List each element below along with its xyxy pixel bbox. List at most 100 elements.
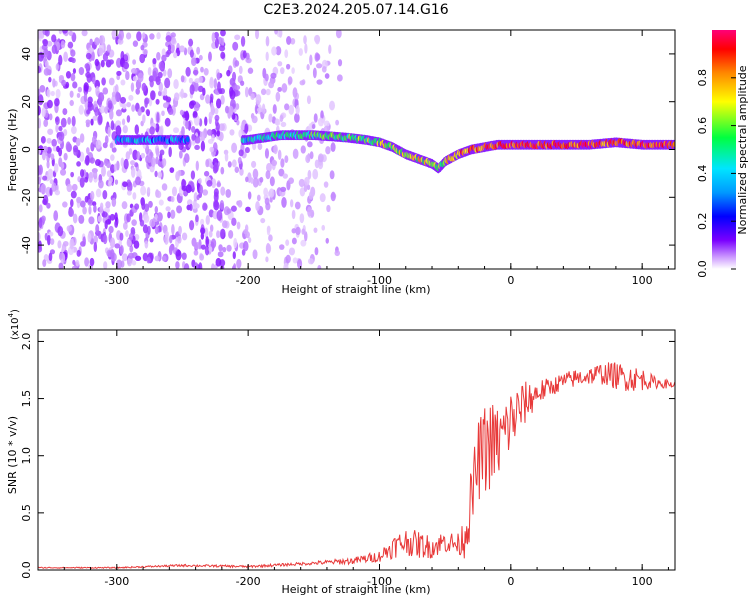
noise-speck xyxy=(125,70,130,81)
noise-speck xyxy=(46,202,51,209)
noise-speck xyxy=(43,48,49,58)
snr-frame xyxy=(37,329,676,571)
noise-speck xyxy=(305,154,311,164)
noise-speck xyxy=(88,47,94,53)
noise-speck xyxy=(56,145,60,153)
noise-speck xyxy=(297,258,303,269)
noise-speck xyxy=(208,230,213,238)
noise-speck xyxy=(264,73,269,82)
noise-speck xyxy=(286,36,292,45)
noise-speck xyxy=(142,224,149,234)
noise-speck xyxy=(111,197,117,207)
noise-speck xyxy=(312,168,319,180)
noise-speck xyxy=(287,76,293,85)
noise-speck xyxy=(102,142,108,149)
noise-speck xyxy=(88,171,93,183)
noise-speck xyxy=(323,181,329,188)
noise-speck xyxy=(330,191,336,202)
noise-speck xyxy=(38,51,44,62)
noise-speck xyxy=(191,133,196,142)
noise-speck xyxy=(149,79,154,88)
noise-speck xyxy=(98,47,104,56)
noise-speck xyxy=(233,263,237,269)
noise-speck xyxy=(330,142,336,153)
noise-speck xyxy=(95,139,102,149)
noise-speck xyxy=(192,201,198,210)
x-tick-label: -200 xyxy=(236,575,261,588)
noise-speck xyxy=(320,110,324,120)
noise-speck xyxy=(102,234,108,245)
noise-speck xyxy=(70,190,77,199)
noise-speck xyxy=(247,237,252,243)
noise-speck xyxy=(168,146,172,158)
noise-speck xyxy=(55,123,59,133)
noise-speck xyxy=(46,160,50,169)
noise-speck xyxy=(278,30,283,38)
noise-speck xyxy=(170,209,176,219)
noise-speck xyxy=(141,200,146,211)
noise-speck xyxy=(170,196,175,203)
noise-speck xyxy=(244,123,249,134)
noise-speck xyxy=(38,88,41,97)
noise-speck xyxy=(285,254,291,264)
noise-speck xyxy=(62,201,68,208)
noise-speck xyxy=(71,115,76,127)
noise-speck xyxy=(232,41,239,51)
noise-speck xyxy=(105,201,111,209)
x-tick-label: -300 xyxy=(104,575,129,588)
noise-speck xyxy=(198,262,203,269)
noise-speck xyxy=(200,218,205,226)
y-tick-label: 0.5 xyxy=(20,504,33,522)
noise-speck xyxy=(110,249,115,260)
noise-speck xyxy=(266,162,272,173)
noise-speck xyxy=(215,122,220,131)
noise-speck xyxy=(65,70,72,79)
noise-speck xyxy=(54,189,61,196)
noise-speck xyxy=(204,116,208,127)
noise-speck xyxy=(205,215,210,226)
noise-speck xyxy=(72,213,78,224)
noise-speck xyxy=(130,68,138,74)
noise-speck xyxy=(38,105,41,116)
y-tick-label: 2.0 xyxy=(20,333,33,351)
noise-speck xyxy=(167,68,173,79)
noise-speck xyxy=(126,213,131,223)
colorbar-label: Normalized spectral amplitude xyxy=(736,65,749,234)
noise-speck xyxy=(271,159,278,167)
noise-speck xyxy=(205,236,209,247)
noise-speck xyxy=(306,184,311,191)
noise-speck xyxy=(169,167,175,173)
noise-speck xyxy=(313,227,318,233)
noise-speck xyxy=(255,94,262,105)
noise-speck xyxy=(91,135,97,145)
noise-speck xyxy=(156,111,160,123)
noise-speck xyxy=(101,211,108,218)
figure-title: C2E3.2024.205.07.14.G16 xyxy=(263,2,448,18)
noise-speck xyxy=(162,102,169,109)
noise-speck xyxy=(51,44,58,55)
noise-speck xyxy=(163,87,168,97)
noise-speck xyxy=(136,31,142,42)
noise-speck xyxy=(196,46,201,55)
noise-speck xyxy=(137,72,144,83)
noise-speck xyxy=(173,78,179,90)
noise-speck xyxy=(215,98,222,109)
noise-speck xyxy=(57,225,64,237)
noise-speck xyxy=(94,106,99,117)
noise-speck xyxy=(70,49,76,57)
noise-speck xyxy=(142,32,146,39)
noise-speck xyxy=(161,54,167,62)
noise-speck xyxy=(220,30,226,37)
noise-speck xyxy=(299,213,305,224)
noise-speck xyxy=(104,106,109,114)
noise-speck xyxy=(123,54,128,61)
noise-speck xyxy=(171,223,175,235)
noise-speck xyxy=(152,70,157,82)
noise-speck xyxy=(158,199,164,206)
noise-speck xyxy=(70,199,74,208)
noise-speck xyxy=(115,125,122,137)
noise-speck xyxy=(125,32,132,40)
noise-speck xyxy=(134,124,139,135)
noise-speck xyxy=(263,187,269,197)
